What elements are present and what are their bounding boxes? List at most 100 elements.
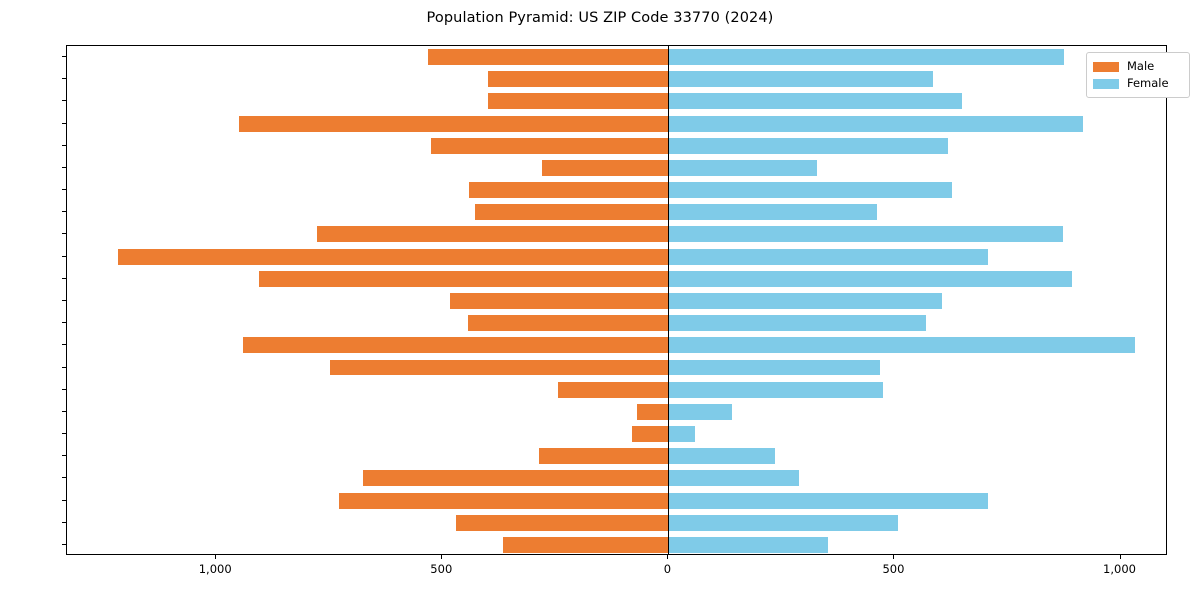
chart-legend: Male Female (1086, 52, 1190, 98)
x-axis-tick-mark (893, 555, 895, 559)
y-axis-tick-mark (62, 433, 66, 435)
bar-female (668, 93, 963, 110)
legend-label: Female (1127, 75, 1169, 90)
bar-female (668, 137, 948, 154)
bar-female (668, 71, 933, 88)
bar-row (67, 514, 1166, 531)
x-axis-tick-mark (441, 555, 443, 559)
bar-female (668, 536, 828, 553)
bar-male (469, 182, 669, 199)
y-axis-tick-mark (62, 300, 66, 301)
y-axis-tick-mark (62, 100, 66, 102)
y-axis-tick-mark (62, 344, 66, 346)
y-axis-tick-mark (62, 211, 66, 213)
y-axis-tick-mark (62, 410, 66, 412)
bar-row (67, 49, 1166, 66)
y-axis-tick-mark (62, 277, 66, 279)
y-axis-tick-mark (62, 455, 66, 457)
bar-row (67, 270, 1166, 287)
plot-area (66, 45, 1167, 555)
bar-row (67, 137, 1166, 154)
bar-row (67, 115, 1166, 132)
bar-male (428, 49, 669, 66)
bar-female (668, 270, 1072, 287)
bar-row (67, 337, 1166, 354)
bars-layer (67, 46, 1166, 554)
x-axis-tick-label: 500 (882, 562, 905, 576)
bar-male (338, 492, 669, 509)
x-axis-tick-label: 1,000 (198, 562, 232, 576)
legend-label: Male (1127, 58, 1155, 73)
y-axis-tick-mark (62, 477, 66, 479)
bar-female (668, 293, 942, 309)
bar-female (668, 182, 953, 199)
bar-row (67, 536, 1166, 553)
y-axis-tick-mark (62, 255, 66, 257)
bar-row (67, 293, 1166, 309)
bar-male (502, 536, 669, 553)
legend-entry[interactable]: Female (1093, 75, 1183, 92)
bar-row (67, 182, 1166, 199)
bar-female (668, 448, 776, 465)
bar-row (67, 403, 1166, 420)
bar-row (67, 315, 1166, 332)
bar-female (668, 403, 733, 420)
bar-row (67, 204, 1166, 221)
bar-male (474, 204, 669, 221)
bar-male (542, 159, 669, 176)
x-axis-tick-label: 500 (430, 562, 453, 576)
legend-color-swatch (1093, 78, 1119, 89)
x-axis-tick-label: 1,000 (1103, 562, 1136, 576)
bar-female (668, 115, 1084, 132)
x-axis-tick-mark (667, 555, 669, 559)
bar-male (239, 115, 669, 132)
bar-row (67, 248, 1166, 265)
legend-color-swatch (1093, 61, 1119, 72)
bar-male (456, 514, 669, 531)
bar-row (67, 71, 1166, 88)
bar-male (468, 315, 669, 332)
bar-male (118, 248, 669, 265)
bar-male (362, 470, 669, 487)
zero-axis-line (667, 46, 670, 554)
bar-male (488, 71, 669, 88)
bar-female (668, 492, 989, 509)
y-axis-tick-mark (62, 366, 66, 368)
y-axis-tick-mark (62, 521, 66, 523)
bar-female (668, 470, 799, 487)
bar-female (668, 514, 898, 531)
bar-female (668, 49, 1064, 66)
bar-male (329, 359, 669, 376)
bar-female (668, 159, 818, 176)
x-axis-tick-mark (1119, 555, 1121, 559)
bar-male (317, 226, 669, 243)
bar-row (67, 93, 1166, 110)
bar-female (668, 204, 877, 221)
bar-row (67, 359, 1166, 376)
x-axis-tick-label: 0 (663, 562, 672, 576)
bar-female (668, 381, 883, 398)
bar-row (67, 426, 1166, 442)
y-axis-tick-mark (62, 122, 66, 124)
x-axis-tick-mark (215, 555, 217, 559)
y-axis-tick-mark (62, 543, 66, 545)
legend-entry[interactable]: Male (1093, 58, 1183, 75)
bar-male (637, 403, 669, 420)
bar-row (67, 448, 1166, 465)
bar-male (449, 293, 669, 309)
y-axis-tick-mark (62, 499, 66, 501)
bar-row (67, 492, 1166, 509)
y-axis-tick-mark (62, 388, 66, 390)
y-axis-tick-mark (62, 144, 66, 146)
y-axis-tick-mark (62, 166, 66, 168)
bar-female (668, 359, 880, 376)
y-axis-tick-mark (62, 56, 66, 58)
bar-female (668, 426, 696, 442)
bar-row (67, 470, 1166, 487)
bar-male (487, 93, 669, 110)
bar-male (243, 337, 669, 354)
bar-male (430, 137, 669, 154)
bar-male (632, 426, 669, 442)
y-axis-tick-mark (62, 78, 66, 80)
